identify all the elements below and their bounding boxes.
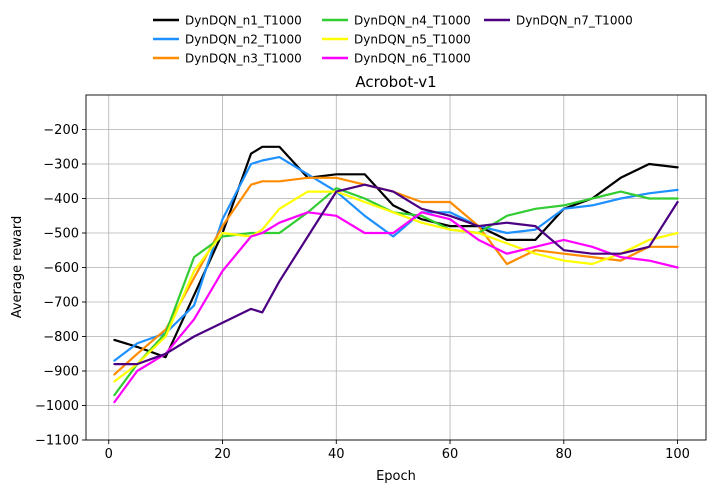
legend-entry: DynDQN_n4_T1000 [354, 14, 471, 28]
legend-entry: DynDQN_n7_T1000 [516, 14, 633, 28]
series-lines [113, 145, 679, 404]
y-tick-label: −1100 [35, 434, 79, 449]
series-line-DynDQN_n4_T1000 [113, 187, 679, 397]
series-line-DynDQN_n6_T1000 [113, 211, 679, 404]
series-line-DynDQN_n2_T1000 [113, 156, 679, 362]
series-line-DynDQN_n5_T1000 [113, 190, 679, 383]
x-tick-label: 20 [214, 447, 231, 462]
legend: DynDQN_n1_T1000 DynDQN_n2_T1000 DynDQN_n3_… [153, 14, 633, 66]
series-line-DynDQN_n7_T1000 [113, 183, 679, 366]
legend-entry: DynDQN_n2_T1000 [185, 33, 302, 47]
x-axis-label: Epoch [376, 469, 416, 484]
y-tick-label: −400 [43, 192, 79, 207]
x-tick-label: 100 [665, 447, 690, 462]
y-tick-label: −200 [43, 123, 79, 138]
legend-entry: DynDQN_n1_T1000 [185, 14, 302, 28]
grid [86, 95, 706, 441]
series-line-DynDQN_n1_T1000 [113, 145, 679, 359]
chart-title: Acrobot-v1 [355, 73, 436, 91]
x-tick-label: 0 [105, 447, 113, 462]
legend-entry: DynDQN_n3_T1000 [185, 52, 302, 66]
y-tick-label: −700 [43, 296, 79, 311]
y-tick-label: −800 [43, 330, 79, 345]
legend-entry: DynDQN_n5_T1000 [354, 33, 471, 47]
legend-entry: DynDQN_n6_T1000 [354, 52, 471, 66]
axis-ticks: 0 20 40 60 80 100 −1100 −1000 −900 −800 −700 −600 −5… [35, 123, 690, 462]
y-tick-label: −900 [43, 365, 79, 380]
y-axis-label: Average reward [10, 216, 25, 319]
x-tick-label: 60 [442, 447, 459, 462]
x-tick-label: 80 [556, 447, 573, 462]
x-tick-label: 40 [328, 447, 345, 462]
y-tick-label: −500 [43, 227, 79, 242]
y-tick-label: −1000 [35, 399, 79, 414]
y-tick-label: −600 [43, 261, 79, 276]
y-tick-label: −300 [43, 158, 79, 173]
